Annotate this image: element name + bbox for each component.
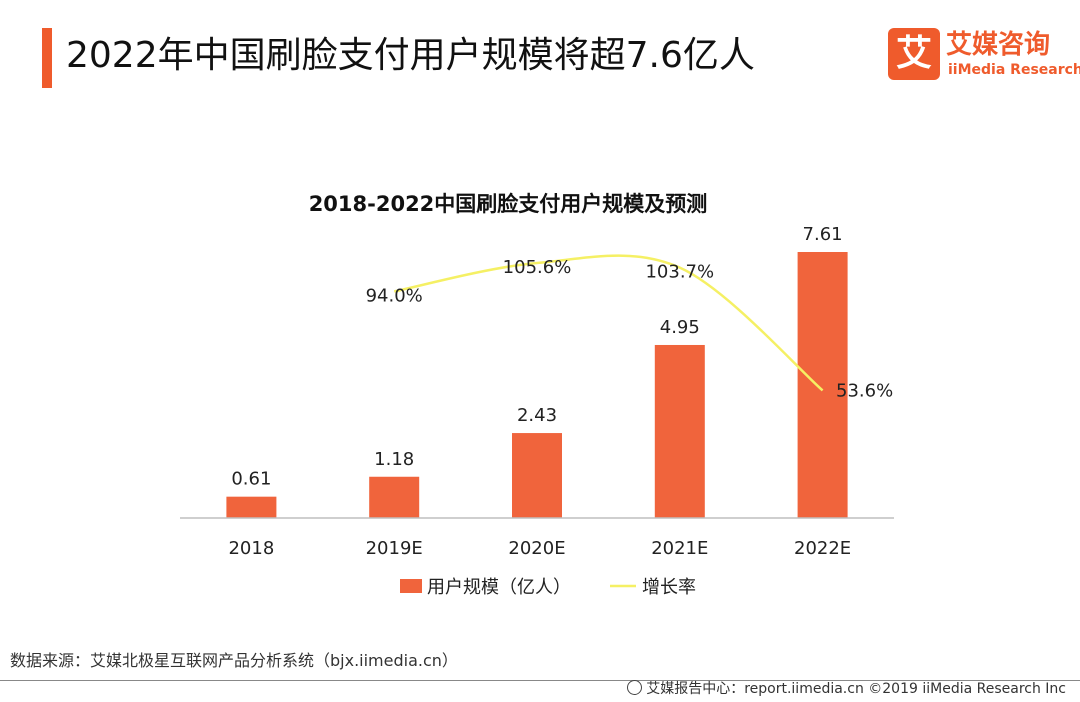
x-tick-label: 2021E bbox=[651, 538, 708, 559]
copyright: 艾媒报告中心：report.iimedia.cn ©2019 iiMedia R… bbox=[627, 680, 1066, 698]
legend-swatch-bar bbox=[400, 579, 422, 593]
x-tick-label: 2018 bbox=[228, 538, 274, 559]
copyright-text: 艾媒报告中心：report.iimedia.cn ©2019 iiMedia R… bbox=[646, 681, 1066, 697]
logo: 艾 艾媒咨询 iiMedia Research bbox=[888, 28, 1080, 86]
growth-rate-label: 94.0% bbox=[366, 285, 423, 306]
growth-rate-label: 103.7% bbox=[645, 262, 714, 283]
bar-value-label: 4.95 bbox=[660, 317, 700, 338]
title-accent-bar bbox=[42, 28, 52, 88]
logo-name-cn: 艾媒咨询 bbox=[946, 30, 1051, 60]
bar-value-label: 2.43 bbox=[517, 405, 557, 426]
bar-2019E bbox=[369, 476, 420, 518]
data-source-note: 数据来源：艾媒北极星互联网产品分析系统（bjx.iimedia.cn） bbox=[10, 651, 458, 670]
x-tick-label: 2020E bbox=[508, 538, 565, 559]
x-tick-label: 2022E bbox=[794, 538, 851, 559]
logo-mark: 艾 bbox=[888, 28, 940, 80]
bar-2021E bbox=[654, 344, 705, 518]
growth-rate-label: 53.6% bbox=[836, 380, 893, 401]
bar-value-label: 7.61 bbox=[803, 224, 843, 245]
growth-rate-line bbox=[393, 254, 824, 392]
logo-name-en: iiMedia Research bbox=[948, 62, 1080, 78]
x-tick-label: 2019E bbox=[366, 538, 423, 559]
bar-2022E bbox=[797, 252, 848, 518]
bar-line-chart: 2018-2022中国刷脸支付用户规模及预测 0.61 1.18 2.43 4.95 7… bbox=[180, 192, 894, 598]
page-title: 2022年中国刷脸支付用户规模将超7.6亿人 bbox=[66, 35, 755, 76]
legend-label-line: 增长率 bbox=[642, 577, 696, 598]
bar-value-label: 0.61 bbox=[231, 469, 271, 490]
bar-2018 bbox=[226, 496, 277, 518]
bar-value-label: 1.18 bbox=[374, 449, 414, 470]
growth-rate-label: 105.6% bbox=[503, 257, 572, 278]
footer-divider bbox=[0, 680, 1080, 681]
chart-title: 2018-2022中国刷脸支付用户规模及预测 bbox=[309, 192, 708, 216]
globe-icon bbox=[627, 680, 643, 695]
legend-label-bar: 用户规模（亿人） bbox=[427, 577, 571, 598]
bar-2020E bbox=[512, 433, 562, 518]
